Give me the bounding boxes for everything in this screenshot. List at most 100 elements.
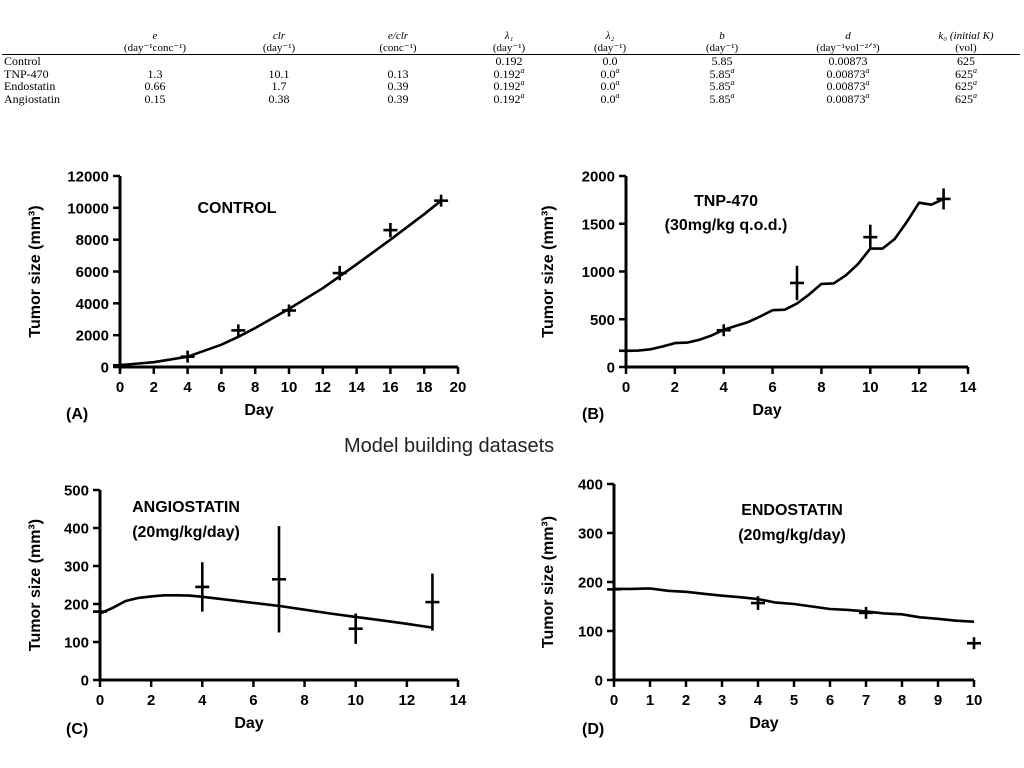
cell-value: 0.00873 [826, 66, 866, 81]
row-label: Angiostatin [4, 91, 60, 106]
table-row: TNP-470 1.3 10.1 0.13 0.192a 0.0a 5.85a 0.00873… [2, 65, 1020, 81]
y-tick-label: 2000 [582, 169, 615, 186]
table-cell: 625a [912, 66, 1020, 81]
cell-value: 625 [955, 79, 973, 94]
cell-value: 0.192 [493, 91, 521, 106]
table-cell: 0.192a [458, 66, 560, 81]
x-axis-label: Day [752, 402, 781, 419]
chart-annotation-title: ANGIOSTATIN [132, 499, 240, 516]
cell-value: 5.85 [711, 54, 733, 69]
y-tick-label: 300 [578, 526, 603, 543]
table-cell: 0.15 [90, 93, 220, 106]
cell-value: 10.1 [268, 66, 290, 81]
x-tick-label: 4 [720, 379, 729, 396]
observed-data-point [967, 637, 981, 650]
x-tick-label: 12 [314, 379, 331, 396]
parameter-table: e (day⁻¹conc⁻¹) clr (day⁻¹) e/clr (conc⁻¹) λ₁(… [2, 2, 1020, 105]
x-tick-label: 16 [382, 379, 399, 396]
cell-value: 0.38 [268, 91, 290, 106]
table-cell: 0.00873a [784, 90, 912, 106]
cell-value: 0.39 [387, 91, 409, 106]
chart-annotation-title: ENDOSTATIN [741, 502, 843, 519]
table-cell: 0.66 [90, 80, 220, 93]
cell-value: 1.3 [147, 66, 163, 81]
y-tick-label: 500 [590, 312, 615, 329]
footnote-marker: a [615, 65, 620, 75]
table-header-cell: d (day⁻¹vol⁻²ᐟ³) [784, 2, 912, 55]
table-cell: 0.13 [338, 68, 458, 81]
x-tick-label: 4 [754, 692, 763, 709]
table-header-cell: k₀ (initial K) (vol) [912, 2, 1020, 55]
x-tick-label: 2 [671, 379, 679, 396]
cell-value: 0.66 [144, 79, 166, 94]
cell-value: 625 [955, 91, 973, 106]
y-axis-label: Tumor size (mm³) [540, 205, 557, 337]
table-row: Endostatin 0.66 1.7 0.39 0.192a 0.0a 5.85a 0.00… [2, 78, 1020, 94]
footnote-marker: a [730, 65, 735, 75]
footnote-marker: a [865, 78, 870, 88]
y-tick-label: 0 [101, 360, 109, 377]
cell-value: 0.00873 [826, 79, 866, 94]
table-header-cell: b (day⁻¹) [660, 2, 784, 55]
footnote-marker: a [520, 78, 525, 88]
table-cell: 1.7 [220, 80, 338, 93]
header-unit: (day⁻¹) [705, 42, 739, 54]
observed-data-point [231, 324, 246, 337]
observed-data-point [790, 265, 804, 301]
y-tick-label: 400 [578, 477, 603, 494]
table-cell: 10.1 [220, 68, 338, 81]
x-tick-label: 6 [249, 692, 257, 709]
x-tick-label: 6 [768, 379, 776, 396]
footnote-marker: a [973, 90, 977, 100]
table-cell: 1.3 [90, 68, 220, 81]
cell-value: 625 [955, 66, 973, 81]
x-tick-label: 3 [718, 692, 726, 709]
x-tick-label: 8 [300, 692, 308, 709]
cell-value: 625 [957, 54, 975, 69]
cell-value: 5.85 [709, 91, 731, 106]
observed-data-point [936, 188, 951, 210]
model-curve-line [625, 197, 945, 353]
header-symbol: b [719, 30, 725, 42]
x-tick-label: 10 [281, 379, 298, 396]
observed-data-point [195, 562, 210, 612]
observed-data-point [425, 573, 440, 631]
table-header-cell: λ₁ (day⁻¹) [458, 2, 560, 55]
observed-data-point [863, 224, 878, 250]
x-tick-label: 12 [911, 379, 928, 396]
header-unit: (day⁻¹) [593, 42, 627, 54]
header-symbol: d [845, 30, 851, 42]
observed-data-point [282, 304, 296, 317]
footnote-marker: a [865, 90, 870, 100]
footnote-marker: a [973, 78, 977, 88]
table-cell: 0.0a [560, 65, 660, 81]
cell-value: 0.39 [387, 79, 409, 94]
y-axis-label: Tumor size (mm³) [540, 516, 557, 648]
table-cell: 0.00873 [784, 55, 912, 68]
table-header-cell: e/clr (conc⁻¹) [338, 2, 458, 55]
table-cell: 5.85a [660, 91, 784, 106]
x-tick-label: 0 [622, 379, 630, 396]
header-symbol: λ₂ [605, 30, 615, 42]
x-axis-label: Day [749, 715, 778, 732]
footnote-marker: a [615, 78, 620, 88]
observed-data-point [348, 613, 363, 644]
x-tick-label: 14 [960, 379, 977, 396]
y-tick-label: 12000 [67, 169, 109, 186]
observed-data-point [93, 604, 107, 620]
table-header-cell: clr (day⁻¹) [220, 2, 338, 55]
y-tick-label: 400 [64, 521, 89, 538]
table-cell: 0.00873a [784, 66, 912, 81]
cell-value: 0.0 [602, 54, 618, 69]
table-cell: 0.192a [458, 78, 560, 93]
y-tick-label: 0 [81, 673, 89, 690]
cell-value: 1.7 [271, 79, 287, 94]
chart-annotation-title: CONTROL [197, 200, 276, 217]
table-row: Angiostatin 0.15 0.38 0.39 0.192a 0.0a 5.85a 0.… [2, 90, 1020, 106]
x-tick-label: 2 [147, 692, 155, 709]
footnote-marker: a [520, 90, 525, 100]
cell-value: 0.15 [144, 91, 166, 106]
x-tick-label: 2 [150, 379, 158, 396]
